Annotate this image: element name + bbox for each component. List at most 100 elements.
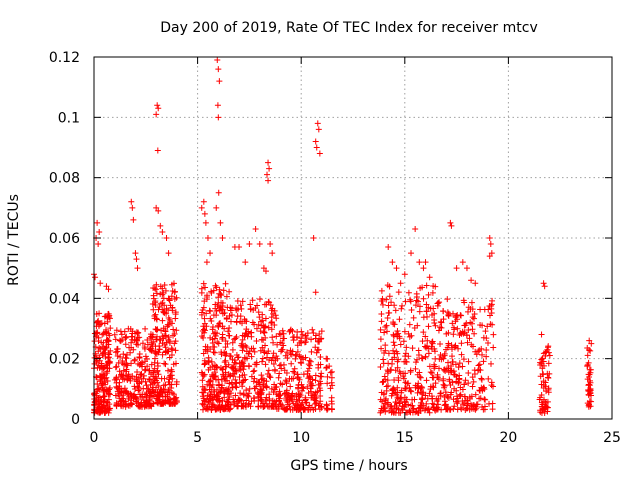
y-tick-label: 0.06	[49, 231, 80, 247]
y-tick-label: 0	[71, 412, 80, 428]
data-point	[201, 371, 208, 378]
data-point	[294, 373, 301, 380]
data-point	[540, 398, 547, 405]
data-point	[295, 390, 302, 397]
data-point	[105, 354, 112, 361]
data-point	[480, 334, 487, 341]
data-point	[253, 337, 260, 344]
data-point	[158, 386, 165, 393]
data-point	[275, 391, 282, 398]
data-point	[489, 400, 496, 407]
data-point	[225, 328, 232, 335]
data-point	[425, 350, 432, 357]
data-point	[284, 349, 291, 356]
data-point	[203, 259, 210, 266]
data-point	[95, 385, 102, 392]
data-point	[96, 228, 103, 235]
data-point	[328, 394, 335, 401]
data-point	[415, 298, 422, 305]
data-point	[456, 360, 463, 367]
data-point	[265, 159, 272, 166]
data-point	[288, 360, 295, 367]
data-point	[297, 403, 304, 410]
data-point	[226, 288, 233, 295]
data-point	[226, 393, 233, 400]
data-point	[167, 318, 174, 325]
data-point	[140, 372, 147, 379]
data-point	[118, 331, 125, 338]
data-point	[416, 308, 423, 315]
data-point	[96, 344, 103, 351]
data-point	[213, 204, 220, 211]
data-point	[403, 344, 410, 351]
data-point	[232, 376, 239, 383]
data-point	[246, 385, 253, 392]
data-point	[93, 319, 100, 326]
data-point	[122, 354, 129, 361]
data-point	[318, 328, 325, 335]
data-point	[315, 364, 322, 371]
data-point	[255, 321, 262, 328]
data-point	[540, 280, 547, 287]
data-point	[484, 323, 491, 330]
data-point	[201, 386, 208, 393]
data-point	[288, 351, 295, 358]
data-point	[324, 373, 331, 380]
data-point	[259, 375, 266, 382]
data-point	[237, 363, 244, 370]
data-point	[232, 366, 239, 373]
data-point	[166, 339, 173, 346]
data-point	[227, 318, 234, 325]
data-point	[438, 319, 445, 326]
data-point	[92, 274, 99, 281]
data-point	[306, 362, 313, 369]
data-point	[157, 291, 164, 298]
data-point	[452, 314, 459, 321]
data-point	[230, 401, 237, 408]
data-point	[317, 354, 324, 361]
data-point	[421, 407, 428, 414]
data-point	[117, 389, 124, 396]
data-point	[489, 406, 496, 413]
data-point	[402, 401, 409, 408]
data-point	[410, 405, 417, 412]
data-point	[457, 391, 464, 398]
data-point	[150, 295, 157, 302]
data-point	[208, 288, 215, 295]
data-point	[214, 397, 221, 404]
data-point	[100, 349, 107, 356]
data-point	[96, 310, 103, 317]
data-point	[412, 302, 419, 309]
data-point	[377, 326, 384, 333]
data-point	[437, 352, 444, 359]
data-point	[172, 315, 179, 322]
data-point	[273, 315, 280, 322]
data-point	[280, 330, 287, 337]
data-point	[277, 331, 284, 338]
data-point	[431, 319, 438, 326]
data-point	[216, 78, 223, 85]
data-point	[327, 369, 334, 376]
data-point	[95, 404, 102, 411]
data-point	[247, 306, 254, 313]
data-point	[393, 391, 400, 398]
data-point	[267, 374, 274, 381]
data-point	[411, 325, 418, 332]
data-point	[202, 405, 209, 412]
data-point	[214, 102, 221, 109]
data-point	[431, 310, 438, 317]
data-point	[212, 406, 219, 413]
data-point	[429, 289, 436, 296]
data-point	[278, 365, 285, 372]
data-point	[471, 330, 478, 337]
data-point	[469, 314, 476, 321]
data-point	[127, 377, 134, 384]
data-point	[458, 351, 465, 358]
data-point	[91, 360, 98, 367]
data-point	[465, 358, 472, 365]
data-point	[451, 403, 458, 410]
data-point	[155, 349, 162, 356]
data-point	[434, 398, 441, 405]
data-point	[255, 309, 262, 316]
data-point	[283, 380, 290, 387]
